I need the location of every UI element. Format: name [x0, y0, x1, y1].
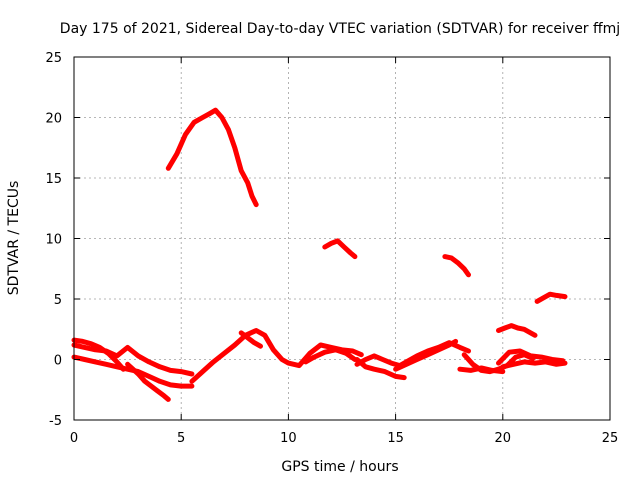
axes: 0 5 10 15 20 25 -5 0 5 10 15 20 25 — [45, 51, 618, 446]
chart-title: Day 175 of 2021, Sidereal Day-to-day VTE… — [60, 21, 620, 37]
y-tick-label: 5 — [54, 293, 62, 308]
series-arc-19 — [500, 359, 568, 370]
series-layer — [71, 107, 568, 402]
series-arc-1 — [165, 107, 259, 208]
x-tick-label: 10 — [280, 431, 297, 446]
series-arc-8 — [125, 361, 171, 402]
series-arc-2 — [322, 238, 358, 260]
series-arc-3 — [442, 254, 471, 278]
y-tick-label: 10 — [45, 233, 62, 248]
x-tick-label: 0 — [70, 431, 78, 446]
x-tick-label: 15 — [387, 431, 404, 446]
x-tick-label: 5 — [177, 431, 185, 446]
series-arc-12 — [303, 347, 358, 365]
y-axis-label: SDTVAR / TECUs — [6, 181, 22, 296]
grid — [74, 57, 610, 420]
series-arc-18 — [496, 348, 566, 366]
series-arc-4 — [534, 291, 568, 304]
series-arc-6 — [71, 342, 195, 377]
x-axis-label: GPS time / hours — [281, 459, 398, 475]
series-arc-5 — [496, 323, 538, 338]
series-arc-9 — [71, 337, 126, 372]
y-tick-label: 0 — [54, 354, 62, 369]
series-arc-13 — [354, 357, 407, 381]
y-tick-label: 15 — [45, 172, 62, 187]
y-tick-label: 20 — [45, 112, 62, 127]
x-tick-label: 25 — [602, 431, 619, 446]
x-tick-label: 20 — [495, 431, 512, 446]
series-arc-11 — [238, 330, 263, 349]
series-arc-10 — [189, 328, 364, 384]
y-tick-label: 25 — [45, 51, 62, 66]
y-tick-label: -5 — [49, 414, 62, 429]
series-arc-15 — [393, 338, 459, 372]
series-arc-17 — [457, 365, 506, 375]
